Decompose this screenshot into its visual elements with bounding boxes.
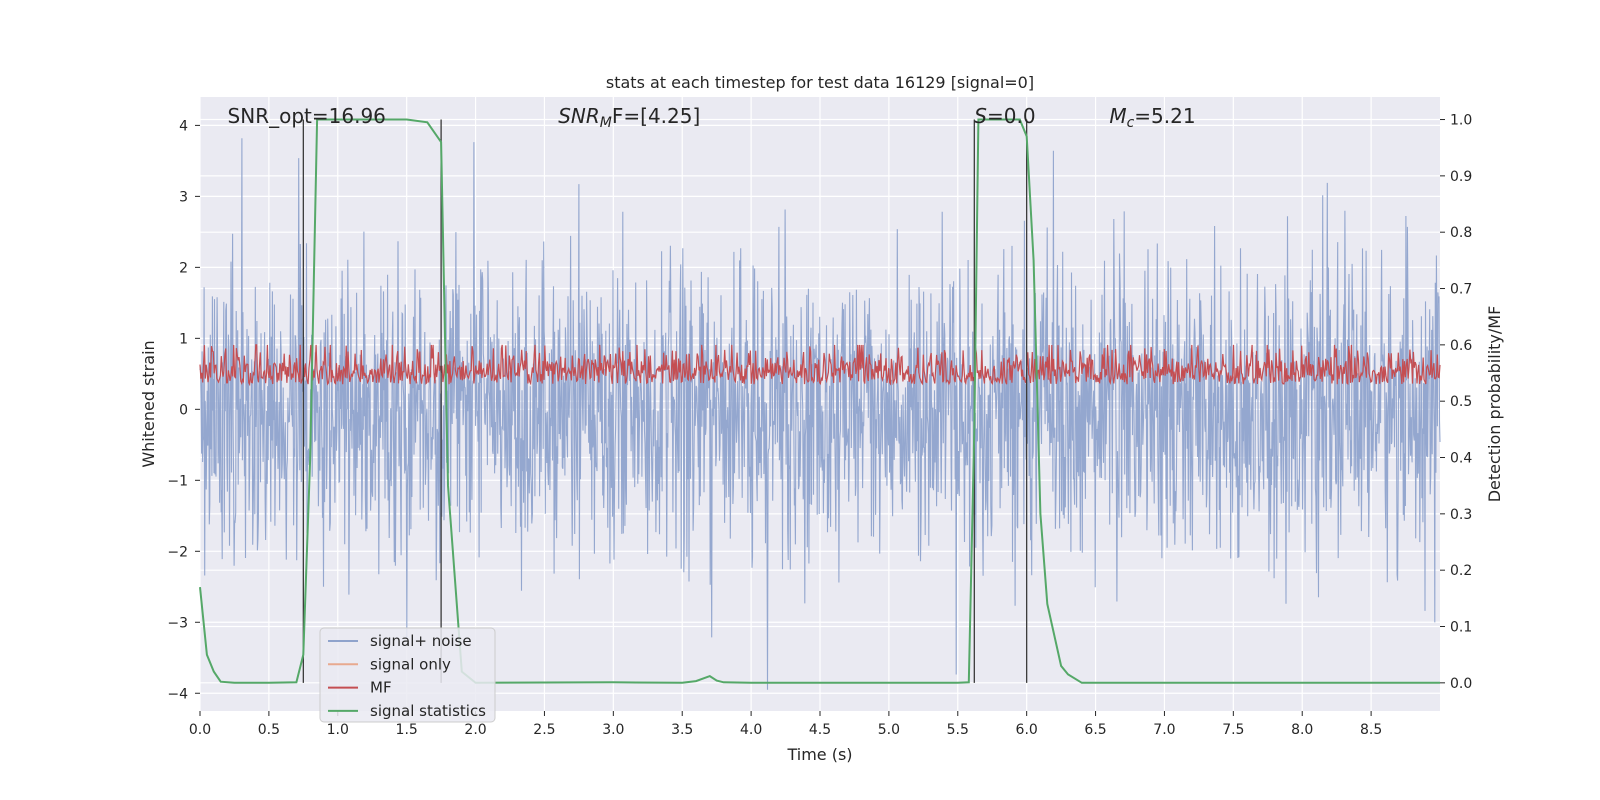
x-tick-label: 4.0 bbox=[740, 722, 762, 738]
x-tick-label: 0.5 bbox=[258, 722, 280, 738]
x-tick-label: 2.0 bbox=[464, 722, 486, 738]
x-tick-label: 1.0 bbox=[327, 722, 349, 738]
y-tick-label-left: 4 bbox=[179, 118, 188, 134]
x-tick-label: 3.5 bbox=[671, 722, 693, 738]
x-tick-label: 7.0 bbox=[1153, 722, 1175, 738]
x-tick-label: 7.5 bbox=[1222, 722, 1244, 738]
x-ticks: 0.0 0.5 1.0 1.5 2.0 2.5 3.0 3.5 4.0 4.5 5.0 5.5 6.0 6… bbox=[189, 711, 1382, 738]
y-tick-label-left: −1 bbox=[167, 473, 188, 489]
x-tick-label: 1.5 bbox=[396, 722, 418, 738]
x-tick-label: 2.5 bbox=[533, 722, 555, 738]
y-ticks-left: 4 3 2 1 0 −1 −2 −3 −4 bbox=[167, 118, 200, 702]
y-tick-label-left: 0 bbox=[179, 402, 188, 418]
y-axis-label-left: Whitened strain bbox=[139, 340, 158, 467]
y-tick-label-right: 0.5 bbox=[1450, 394, 1472, 410]
y-tick-label-left: −4 bbox=[167, 686, 188, 702]
annotation: Mc=5.21 bbox=[1109, 104, 1195, 131]
annotations: SNR_opt=16.96 SNRMF=[4.25] S=0.0 Mc=5.21 bbox=[228, 104, 1196, 131]
x-tick-label: 6.5 bbox=[1084, 722, 1106, 738]
x-tick-label: 0.0 bbox=[189, 722, 211, 738]
annotation: SNR_opt=16.96 bbox=[228, 104, 386, 128]
legend: signal+ noise signal only MF signal statist… bbox=[319, 627, 496, 723]
y-axis-label-right: Detection probability/MF bbox=[1485, 306, 1504, 503]
y-tick-label-right: 0.2 bbox=[1450, 563, 1472, 579]
y-tick-label-right: 0.7 bbox=[1450, 282, 1472, 298]
x-tick-label: 3.0 bbox=[602, 722, 624, 738]
y-tick-label-right: 0.8 bbox=[1450, 225, 1472, 241]
y-tick-label-right: 0.3 bbox=[1450, 507, 1472, 523]
chart-title: stats at each timestep for test data 161… bbox=[606, 73, 1034, 92]
y-tick-label-left: −3 bbox=[167, 615, 188, 631]
y-tick-label-right: 0.4 bbox=[1450, 451, 1472, 467]
y-tick-label-right: 1.0 bbox=[1450, 113, 1472, 129]
y-tick-label-right: 0.6 bbox=[1450, 338, 1472, 354]
legend-label: MF bbox=[370, 679, 392, 697]
signal-statistics-line bbox=[199, 118, 1440, 684]
y-tick-label-left: 1 bbox=[179, 331, 188, 347]
annotation: S=0.0 bbox=[974, 104, 1035, 128]
annotation: SNRMF=[4.25] bbox=[558, 104, 700, 131]
legend-box bbox=[319, 627, 496, 723]
x-tick-label: 5.5 bbox=[947, 722, 969, 738]
legend-label: signal+ noise bbox=[370, 632, 472, 650]
y-tick-label-left: 3 bbox=[179, 189, 188, 205]
x-tick-label: 4.5 bbox=[809, 722, 831, 738]
y-tick-label-right: 0.0 bbox=[1450, 676, 1472, 692]
y-tick-label-right: 0.9 bbox=[1450, 169, 1472, 185]
legend-label: signal statistics bbox=[370, 702, 486, 720]
x-tick-label: 8.5 bbox=[1360, 722, 1382, 738]
y-tick-label-left: −2 bbox=[167, 544, 188, 560]
signal-statistics-series bbox=[199, 118, 1440, 684]
y-ticks-right: 1.0 0.9 0.8 0.7 0.6 0.5 0.4 0.3 0.2 0.1 0.0 bbox=[1440, 113, 1472, 692]
mf-series bbox=[199, 344, 1441, 387]
y-tick-label-right: 0.1 bbox=[1450, 620, 1472, 636]
x-tick-label: 8.0 bbox=[1291, 722, 1313, 738]
mf-line bbox=[199, 344, 1441, 387]
x-tick-label: 6.0 bbox=[1016, 722, 1038, 738]
noise-series bbox=[199, 138, 1441, 690]
x-tick-label: 5.0 bbox=[878, 722, 900, 738]
x-axis-label: Time (s) bbox=[786, 745, 852, 764]
noise-line bbox=[199, 138, 1441, 690]
legend-label: signal only bbox=[370, 655, 451, 673]
y-tick-label-left: 2 bbox=[179, 260, 188, 276]
